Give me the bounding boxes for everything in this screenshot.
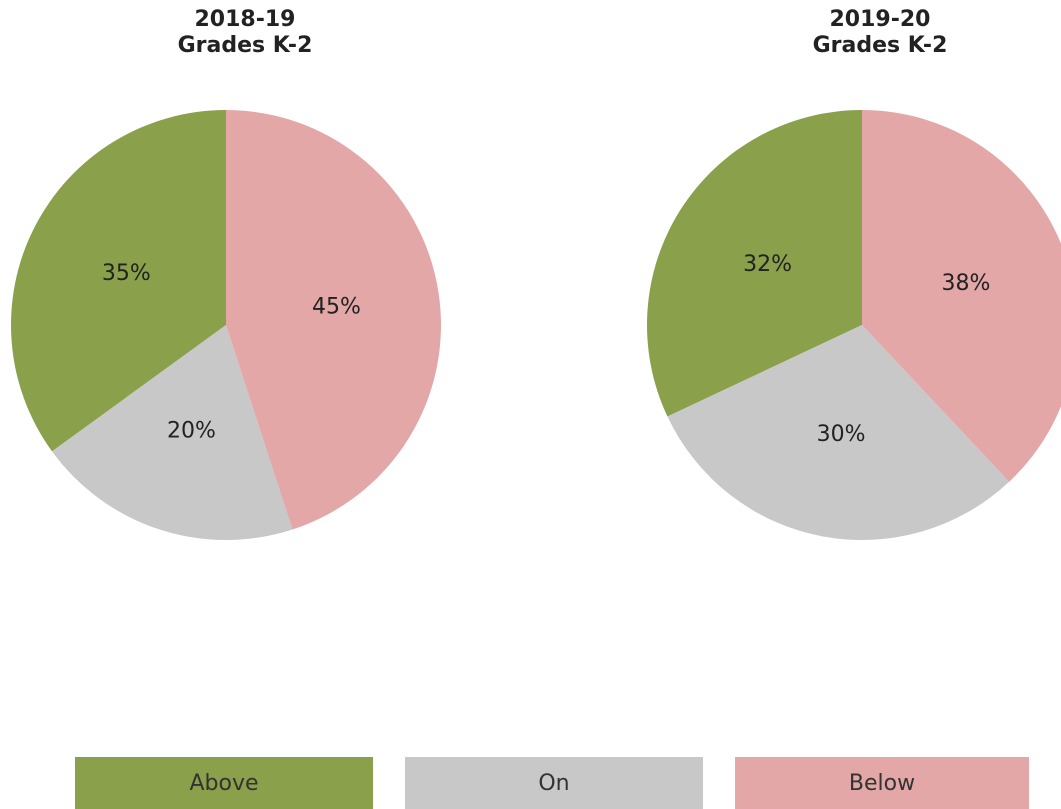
pie-slice xyxy=(862,110,1061,482)
legend-swatch xyxy=(75,757,373,809)
legend-label: On xyxy=(538,771,569,796)
legend-label: Below xyxy=(849,771,915,796)
value-label: 45% xyxy=(312,295,361,320)
pie-slice xyxy=(10,110,226,452)
value-label: 30% xyxy=(817,422,866,447)
value-label: 35% xyxy=(102,261,151,286)
legend-label: Above xyxy=(189,771,258,796)
value-label: 32% xyxy=(743,252,792,277)
pie-slice xyxy=(226,110,442,530)
chart-subtitle: Grades K-2 xyxy=(178,33,313,58)
pie-slice xyxy=(667,325,1010,540)
legend-swatch xyxy=(405,757,703,809)
legend-swatch xyxy=(735,757,1029,809)
pie-slice xyxy=(647,110,862,417)
value-label: 38% xyxy=(941,271,990,296)
chart-subtitle: Grades K-2 xyxy=(813,33,948,58)
pie-slice xyxy=(52,325,293,540)
chart-title: 2018-19 xyxy=(195,7,296,32)
chart-title: 2019-20 xyxy=(830,7,931,32)
value-label: 20% xyxy=(167,418,216,443)
